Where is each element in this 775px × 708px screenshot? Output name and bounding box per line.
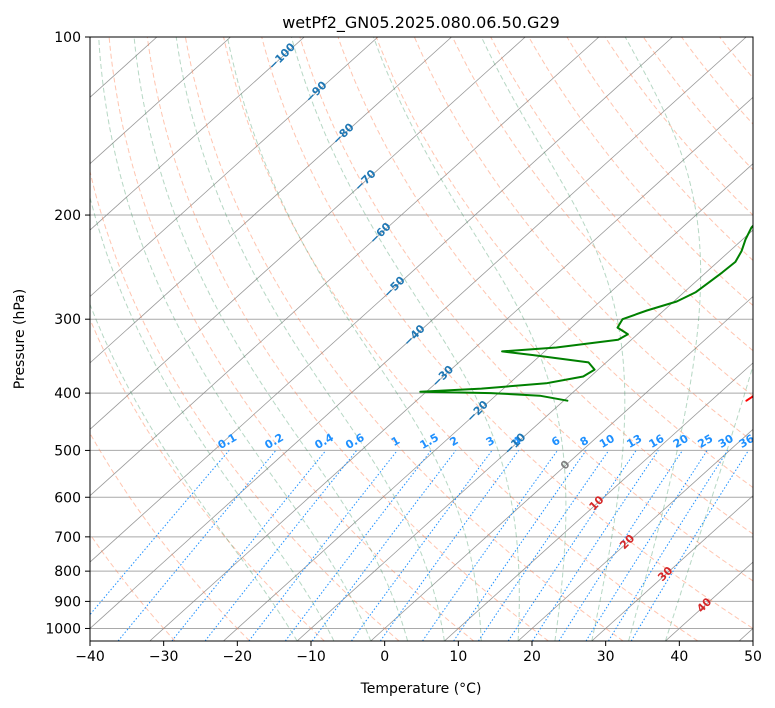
mixing-ratio-line [422, 450, 558, 641]
y-tick-label: 100 [54, 30, 81, 46]
mixing-ratio-line [171, 450, 327, 641]
isotherm-line [149, 96, 753, 641]
moist-adiabat-line [98, 37, 372, 641]
y-axis-label: Pressure (hPa) [12, 289, 28, 389]
dry-adiabat-line [90, 533, 176, 641]
moist-adiabat-line [133, 37, 409, 641]
y-tick-label: 700 [54, 530, 81, 546]
mixing-ratio-line [311, 450, 457, 641]
isotherm-line [90, 37, 747, 630]
isotherm-line [591, 495, 753, 641]
isotherm-line [296, 229, 753, 641]
dry-adiabat-line [337, 37, 753, 535]
isotherm-line [90, 37, 379, 298]
dry-adiabat-line [413, 37, 753, 443]
y-tick-label: 300 [54, 312, 81, 328]
mixing-ratio-line [531, 450, 659, 641]
x-tick-label: 30 [597, 649, 615, 665]
dry-adiabat-line [146, 37, 549, 641]
y-tick-label: 500 [54, 443, 81, 459]
isotherm-line [517, 428, 753, 641]
moist-adiabat-line [624, 37, 702, 641]
moist-adiabat-line [373, 37, 567, 641]
mixing-ratio-line [117, 450, 277, 641]
mixing-ratio-line [558, 450, 683, 641]
dry-adiabat-line [375, 37, 753, 489]
x-tick-label: 40 [670, 649, 688, 665]
y-axis-ticks: 100 200 300 400 500 600 700 800 900 1000 [45, 30, 90, 637]
x-tick-label: 10 [449, 649, 467, 665]
chart-title: wetPf2_GN05.2025.080.06.50.G29 [282, 13, 560, 33]
mixing-ratio-line [379, 450, 520, 641]
y-tick-label: 800 [54, 564, 81, 580]
sounding-series [419, 224, 753, 402]
mixing-ratio-line [585, 450, 708, 641]
mixing-ratio-lines [90, 450, 749, 641]
isotherm-line [90, 37, 452, 364]
moist-adiabat-line [90, 195, 335, 641]
dry-adiabat-line [299, 37, 753, 582]
y-tick-label: 900 [54, 594, 81, 610]
mixing-ratio-line [90, 450, 230, 616]
dry-adiabat-line [223, 37, 699, 641]
moist-adiabat-line [90, 302, 298, 641]
x-tick-label: −40 [75, 649, 105, 665]
moist-adiabat-lines [90, 37, 753, 641]
x-tick-label: −20 [223, 649, 253, 665]
isotherm-line [90, 37, 600, 497]
dry-adiabat-line [261, 37, 753, 630]
dry-adiabat-line [184, 37, 624, 641]
x-tick-label: −10 [296, 649, 326, 665]
isotherm-lines [90, 37, 753, 641]
x-tick-label: 20 [523, 649, 541, 665]
isotherm-line [370, 295, 753, 641]
dry-adiabat-lines [90, 37, 753, 641]
isotherm-line [90, 37, 673, 563]
dry-adiabat-line [490, 37, 753, 352]
y-tick-label: 200 [54, 208, 81, 224]
moist-adiabat-line [480, 37, 626, 641]
x-tick-label: −30 [149, 649, 179, 665]
moist-adiabat-line [664, 363, 753, 641]
moist-adiabat-line [226, 37, 482, 641]
dry-adiabat-line [452, 37, 753, 397]
isotherm-line [90, 37, 305, 231]
dry-adiabat-line [566, 37, 753, 262]
isotherm-line [444, 362, 753, 641]
isotherm-line [90, 37, 526, 430]
y-tick-label: 400 [54, 386, 81, 402]
dewpoint-line [419, 224, 753, 402]
y-tick-label: 1000 [45, 621, 81, 637]
mixing-ratio-line [630, 450, 749, 641]
isobar-lines [90, 37, 753, 629]
mixing-ratio-line [453, 450, 587, 641]
dry-adiabat-line [90, 169, 400, 641]
x-axis-label: Temperature (°C) [360, 681, 482, 697]
x-tick-label: 50 [744, 649, 762, 665]
moist-adiabat-line [175, 37, 445, 641]
dry-adiabat-line [90, 318, 325, 641]
y-tick-label: 600 [54, 490, 81, 506]
x-tick-label: 0 [380, 649, 389, 665]
dry-adiabat-line [604, 37, 753, 216]
mixing-ratio-line [248, 450, 398, 641]
mixing-ratio-label: 36 [737, 432, 757, 451]
mixing-ratio-line [350, 450, 493, 641]
isotherm-line [223, 163, 753, 641]
mixing-ratio-line [284, 450, 432, 641]
moist-adiabat-line [290, 37, 520, 641]
isotherm-line [90, 37, 231, 165]
x-axis-ticks: −40 −30 −20 −10 0 10 20 30 40 50 [75, 641, 762, 665]
plot-frame [89, 36, 754, 642]
